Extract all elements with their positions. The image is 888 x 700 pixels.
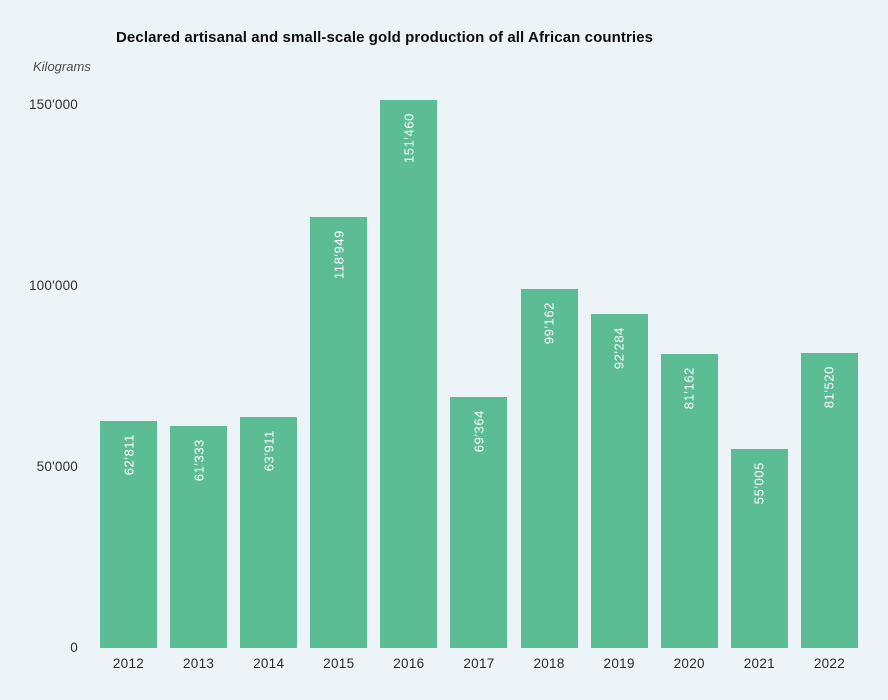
x-axis-tick-label: 2015 [323, 655, 355, 671]
bar: 118'949 [310, 217, 368, 648]
bar-column: 55'005 2021 [730, 449, 788, 678]
bar-column: 61'333 2013 [170, 426, 228, 678]
bar-value-label: 92'284 [611, 327, 627, 370]
bar-value-label: 61'333 [191, 439, 207, 482]
x-axis-tick-label: 2019 [603, 655, 635, 671]
bar-value-label: 81'520 [821, 366, 837, 409]
bar: 61'333 [170, 426, 228, 648]
x-axis-tick-label: 2022 [813, 655, 846, 671]
x-axis-tick-label: 2013 [182, 655, 215, 671]
x-axis-tick-label: 2020 [673, 655, 705, 671]
bar-column: 81'162 2020 [660, 354, 718, 678]
bar: 81'162 [660, 354, 718, 648]
bar-value-label: 118'949 [331, 230, 347, 280]
bar-column: 118'949 2015 [310, 217, 368, 678]
bar-column: 99'162 2018 [520, 289, 578, 678]
x-axis-tick-label: 2018 [533, 655, 565, 671]
bar-column: 69'364 2017 [450, 397, 508, 678]
bar-column: 62'811 2012 [100, 421, 157, 678]
x-axis-tick-label: 2017 [463, 655, 495, 671]
x-axis-tick-label: 2012 [112, 655, 145, 671]
x-axis-tick-label: 2014 [253, 655, 285, 671]
bar-value-label: 62'811 [121, 434, 136, 476]
bar: 99'162 [520, 289, 578, 648]
x-axis-tick-label: 2021 [743, 655, 775, 671]
bar-value-label: 63'911 [261, 430, 277, 472]
bar-value-label: 151'460 [401, 113, 417, 164]
y-axis-tick-label: 150'000 [28, 97, 78, 112]
bar-column: 63'911 2014 [240, 417, 298, 678]
bar-column: 81'520 2022 [800, 353, 858, 678]
bar: 69'364 [450, 397, 508, 648]
bar-value-label: 55'005 [751, 462, 767, 505]
y-axis-tick-label: 0 [70, 640, 78, 655]
bar: 55'005 [730, 449, 788, 648]
bar: 62'811 [100, 421, 157, 648]
bar-column: 92'284 2019 [590, 314, 648, 678]
y-axis-unit-label: Kilograms [33, 59, 91, 74]
bar-column: 151'460 2016 [380, 100, 438, 678]
bar-value-label: 69'364 [471, 410, 487, 453]
bar: 92'284 [590, 314, 648, 648]
x-axis-tick-label: 2016 [393, 655, 425, 671]
y-axis-tick-label: 50'000 [36, 459, 78, 474]
plot-area: 62'811 2012 61'333 2013 63'911 2014 118'949 201… [92, 95, 866, 678]
bar: 63'911 [240, 417, 298, 648]
y-axis-tick-label: 100'000 [28, 278, 78, 293]
bar-value-label: 99'162 [541, 302, 557, 345]
chart-title: Declared artisanal and small-scale gold … [116, 29, 654, 46]
bar: 81'520 [800, 353, 858, 648]
y-axis: 0 50'000 100'000 150'000 [0, 0, 78, 700]
bar-value-label: 81'162 [681, 367, 697, 410]
bar: 151'460 [380, 100, 438, 648]
